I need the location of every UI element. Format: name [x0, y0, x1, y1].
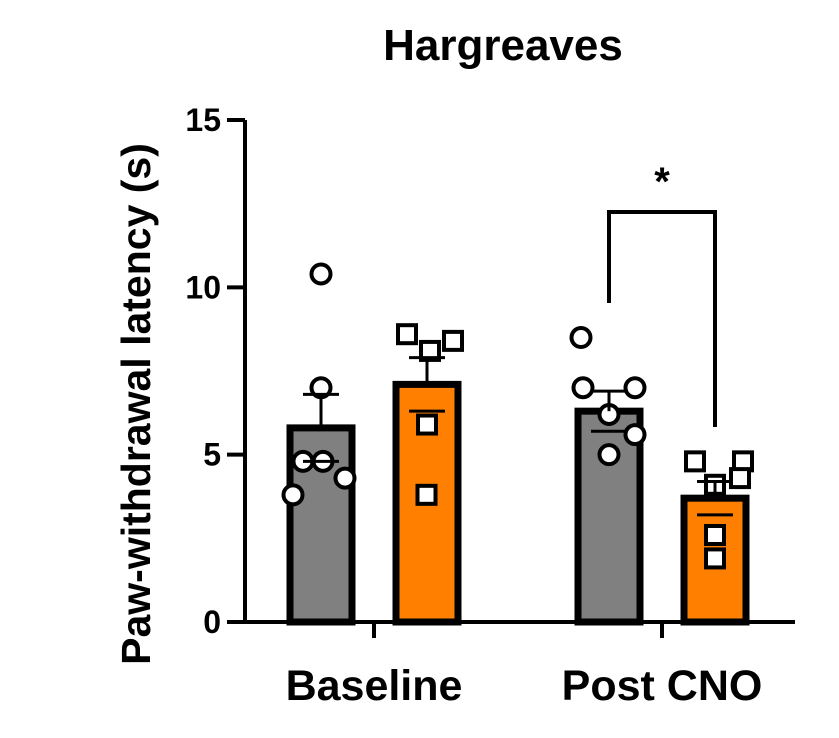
data-point	[333, 466, 357, 490]
x-tick-label: Baseline	[286, 662, 463, 710]
bars	[286, 380, 750, 626]
data-point	[309, 262, 333, 286]
data-point	[704, 523, 726, 546]
data-point	[396, 323, 418, 346]
data-point	[623, 376, 647, 400]
data-point	[416, 413, 438, 436]
data-point	[704, 547, 726, 570]
data-point	[281, 483, 305, 507]
chart-title: Hargreaves	[383, 21, 623, 70]
significance-star: *	[654, 160, 670, 204]
y-axis-label: Paw-withdrawal latency (s)	[113, 143, 159, 665]
x-tick-label: Post CNO	[562, 662, 763, 710]
y-tick-label: 5	[203, 437, 221, 473]
data-point	[597, 443, 621, 467]
y-tick-label: 0	[203, 604, 221, 640]
data-point	[569, 326, 593, 350]
data-point	[442, 329, 464, 352]
data-point	[419, 339, 441, 362]
data-point	[684, 450, 706, 473]
y-tick-label: 10	[185, 269, 221, 305]
error-bars	[303, 356, 733, 517]
data-point	[729, 467, 751, 490]
annotations: *	[607, 160, 717, 427]
y-tick-label: 15	[185, 102, 221, 138]
axes: 0 5 10 15 Baseline Post CNO	[185, 102, 795, 710]
data-point	[571, 376, 595, 400]
data-point	[415, 483, 438, 506]
significance-bracket	[607, 210, 717, 427]
data-point	[623, 423, 647, 447]
